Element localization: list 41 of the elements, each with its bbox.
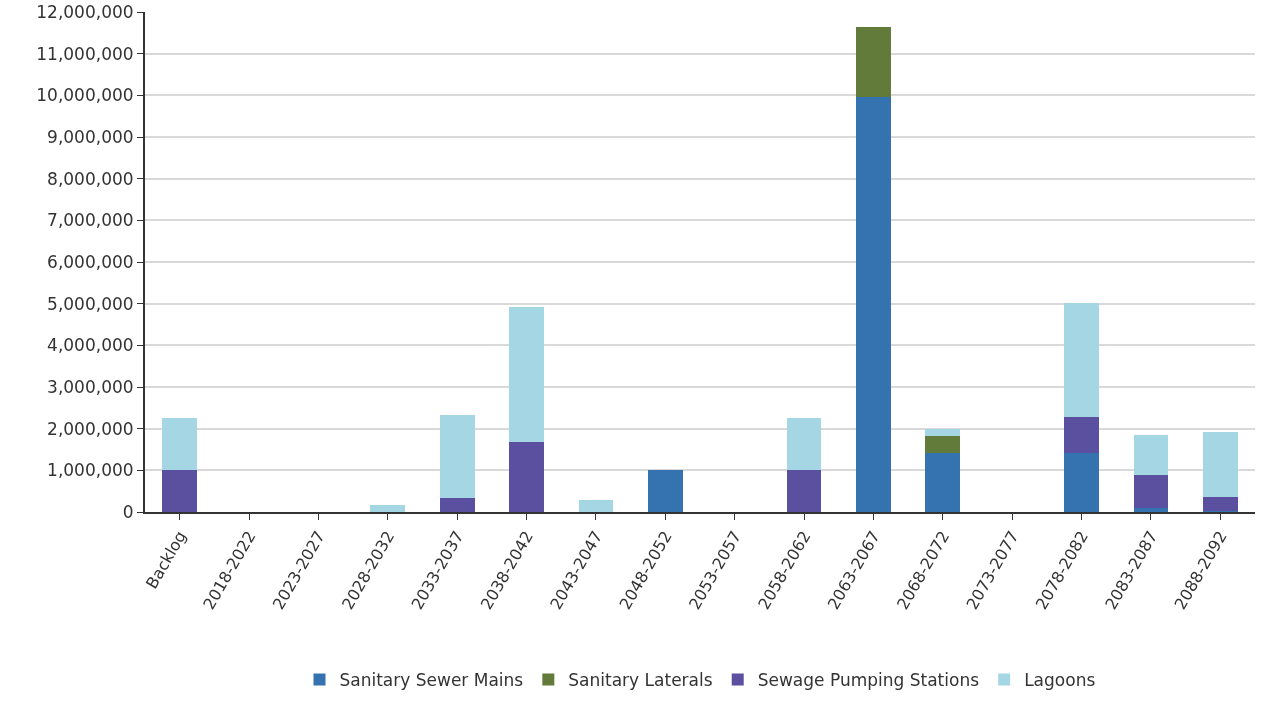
bar xyxy=(439,498,475,512)
y-tick-label: 10,000,000 xyxy=(36,85,134,106)
bar xyxy=(439,415,475,499)
bar xyxy=(1064,417,1099,453)
bar xyxy=(1202,432,1238,497)
legend-label: Sanitary Sewer Mains xyxy=(339,670,524,691)
y-tick-label: 5,000,000 xyxy=(47,293,134,314)
y-tick-label: 8,000,000 xyxy=(47,168,134,189)
y-tick-label: 6,000,000 xyxy=(47,251,134,272)
bar xyxy=(786,418,822,471)
bar xyxy=(786,470,822,512)
y-tick-label: 12,000,000 xyxy=(36,1,134,22)
legend-label: Sanitary Laterals xyxy=(568,670,713,691)
bar xyxy=(370,504,406,512)
bar xyxy=(509,442,544,512)
bar xyxy=(1133,507,1169,512)
y-tick-label: 4,000,000 xyxy=(47,335,134,356)
y-tick-label: 0 xyxy=(122,501,134,522)
y-tick-label: 11,000,000 xyxy=(36,43,134,64)
y-tick-label: 2,000,000 xyxy=(47,418,134,439)
bar xyxy=(509,307,544,443)
bar xyxy=(578,499,614,512)
y-tick-label: 3,000,000 xyxy=(47,376,134,397)
bar xyxy=(162,418,198,471)
bar xyxy=(925,436,961,453)
bar xyxy=(1064,302,1099,417)
bar xyxy=(1133,434,1169,476)
legend-label: Lagoons xyxy=(1024,670,1096,691)
bar xyxy=(856,97,891,512)
bar xyxy=(162,470,198,512)
bar xyxy=(647,470,683,512)
y-tick-label: 7,000,000 xyxy=(47,210,134,231)
y-tick-label: 9,000,000 xyxy=(47,126,134,147)
bar xyxy=(925,452,961,512)
bar xyxy=(1064,452,1099,512)
legend-label: Sewage Pumping Stations xyxy=(757,670,980,691)
bar xyxy=(856,26,891,98)
bar xyxy=(1133,475,1169,508)
y-tick-label: 1,000,000 xyxy=(47,460,134,481)
bar xyxy=(925,428,961,437)
bar xyxy=(1202,497,1238,512)
